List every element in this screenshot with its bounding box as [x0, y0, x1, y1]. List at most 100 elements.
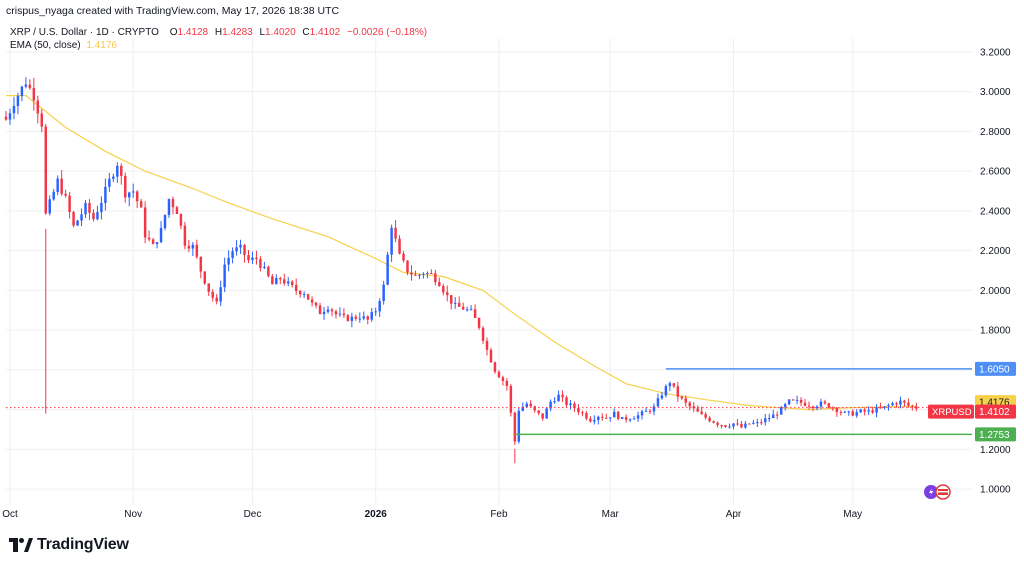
candle [267, 265, 270, 278]
candle [537, 410, 540, 416]
candle-body [151, 239, 155, 245]
resistance-tag-bg [975, 361, 1016, 376]
candle [760, 419, 763, 425]
candle [402, 251, 405, 263]
candle-body [410, 272, 413, 275]
candle [92, 209, 95, 222]
candle [505, 378, 509, 391]
candle-body [418, 274, 421, 276]
candle-body [597, 416, 600, 420]
candle-body [624, 417, 628, 420]
candle [422, 272, 425, 279]
candle-body [72, 211, 75, 226]
y-tick-label: 1.0000 [980, 485, 1011, 496]
candle [120, 163, 123, 185]
candle-body [187, 245, 191, 249]
candle-body [211, 291, 214, 298]
candle-body [847, 411, 850, 413]
candle-body [306, 294, 310, 300]
candle [688, 401, 691, 411]
candle [219, 280, 222, 307]
candle [211, 289, 214, 302]
candle-body [867, 410, 870, 412]
candle-body [855, 412, 858, 416]
candle-body [469, 309, 473, 311]
candle [700, 406, 703, 415]
candle [907, 398, 910, 408]
candle-body [215, 297, 218, 302]
x-tick-label: 2026 [365, 509, 388, 520]
candle [124, 172, 127, 203]
indicator-badge[interactable] [924, 484, 951, 500]
candle-body [688, 402, 691, 407]
candle-body [386, 254, 389, 285]
candle-body [195, 244, 199, 257]
candle [128, 191, 131, 207]
candle [453, 297, 457, 309]
candle-body [644, 410, 648, 412]
candle-body [302, 294, 306, 296]
candle-body [783, 404, 787, 408]
candle-body [473, 309, 477, 318]
candle [112, 173, 115, 183]
candle-body [684, 398, 688, 403]
y-tick-label: 1.8000 [980, 326, 1011, 337]
candle-body [116, 165, 119, 177]
candle [469, 305, 473, 311]
candle [279, 276, 282, 285]
candle [628, 418, 632, 423]
candle [207, 283, 210, 297]
candle [203, 271, 206, 285]
candle-body [541, 413, 544, 419]
candle [517, 407, 521, 444]
candle [493, 361, 497, 374]
candle [298, 289, 302, 298]
candle [855, 409, 858, 418]
candle-body [712, 421, 715, 423]
candle [390, 224, 393, 262]
candle [418, 273, 421, 280]
candle-body [716, 422, 719, 426]
candle [167, 198, 171, 218]
candle-body [811, 406, 815, 409]
candle-body [831, 407, 835, 409]
candle-body [760, 422, 763, 424]
candle-body [704, 414, 707, 418]
candle-body [843, 411, 847, 413]
y-tick-label: 2.6000 [980, 167, 1011, 178]
ticker-tag-bg [928, 404, 974, 419]
candle-body [32, 88, 36, 101]
candle [473, 304, 477, 319]
candle-body [569, 403, 572, 406]
candle [740, 420, 743, 429]
candle-body [290, 281, 294, 286]
candle-body [362, 316, 366, 319]
candle-body [167, 199, 171, 215]
candle [716, 421, 719, 428]
candle-body [835, 408, 839, 413]
candle-body [406, 260, 409, 273]
candle [827, 402, 831, 409]
candle-body [92, 212, 95, 220]
candle-body [632, 418, 636, 420]
candle [704, 411, 707, 420]
candle-body [815, 406, 819, 409]
candle [481, 326, 485, 344]
candle-body [533, 406, 536, 411]
candle-body [859, 409, 862, 413]
candle [20, 85, 24, 102]
candle [199, 256, 203, 279]
candle-body [887, 405, 890, 407]
candle-body [227, 257, 230, 265]
candle [863, 407, 866, 416]
candle-body [545, 408, 548, 419]
candle [660, 391, 664, 400]
candle-body [263, 266, 266, 268]
candle-body [358, 318, 362, 320]
candle-body [84, 202, 87, 215]
price-tag-text: 1.4102 [979, 407, 1010, 418]
candle [104, 178, 107, 211]
candle [318, 302, 322, 315]
candle [259, 256, 262, 272]
